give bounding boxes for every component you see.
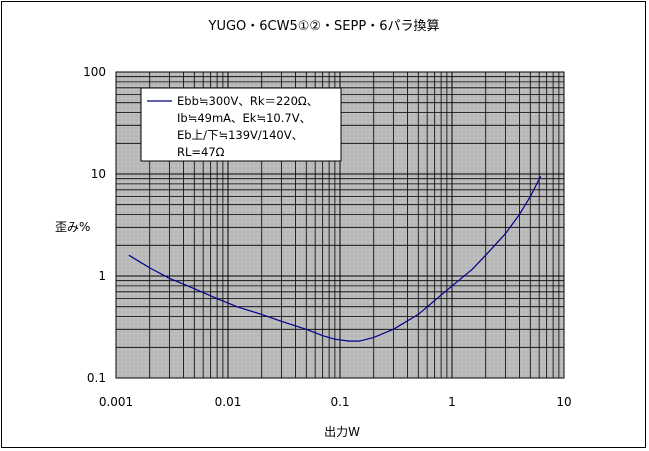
x-tick-labels: 0.001 0.01 0.1 1 10 bbox=[99, 395, 572, 409]
x-tick-label: 0.01 bbox=[215, 395, 242, 409]
legend-line-1: Ebb≒300V、Rk＝220Ω、 bbox=[177, 94, 318, 108]
series-group bbox=[128, 176, 542, 342]
x-tick-label: 1 bbox=[448, 395, 456, 409]
y-tick-label: 0.1 bbox=[87, 371, 106, 385]
chart-title: YUGO・6CW5①②・SEPP・6パラ換算 bbox=[208, 19, 440, 34]
legend-line-2: Ib≒49mA、Ek≒10.7V、 bbox=[177, 111, 311, 125]
x-tick-label: 0.1 bbox=[330, 395, 349, 409]
series-line bbox=[128, 176, 542, 342]
legend-line-4: RL=47Ω bbox=[177, 145, 225, 159]
x-tick-label: 0.001 bbox=[99, 395, 133, 409]
legend-box bbox=[140, 87, 342, 162]
x-axis-label: 出力W bbox=[324, 425, 360, 439]
y-tick-label: 1 bbox=[98, 269, 106, 283]
legend: Ebb≒300V、Rk＝220Ω、 Ib≒49mA、Ek≒10.7V、 Eb上/… bbox=[140, 87, 342, 162]
y-tick-label: 10 bbox=[91, 167, 106, 181]
x-tick-label: 10 bbox=[556, 395, 571, 409]
y-axis-label: 歪み% bbox=[55, 220, 90, 234]
plot-border bbox=[115, 71, 565, 379]
legend-line-3: Eb上/下≒139V/140V、 bbox=[177, 128, 303, 142]
y-tick-labels: 0.1 1 10 100 bbox=[83, 65, 106, 385]
y-tick-label: 100 bbox=[83, 65, 106, 79]
